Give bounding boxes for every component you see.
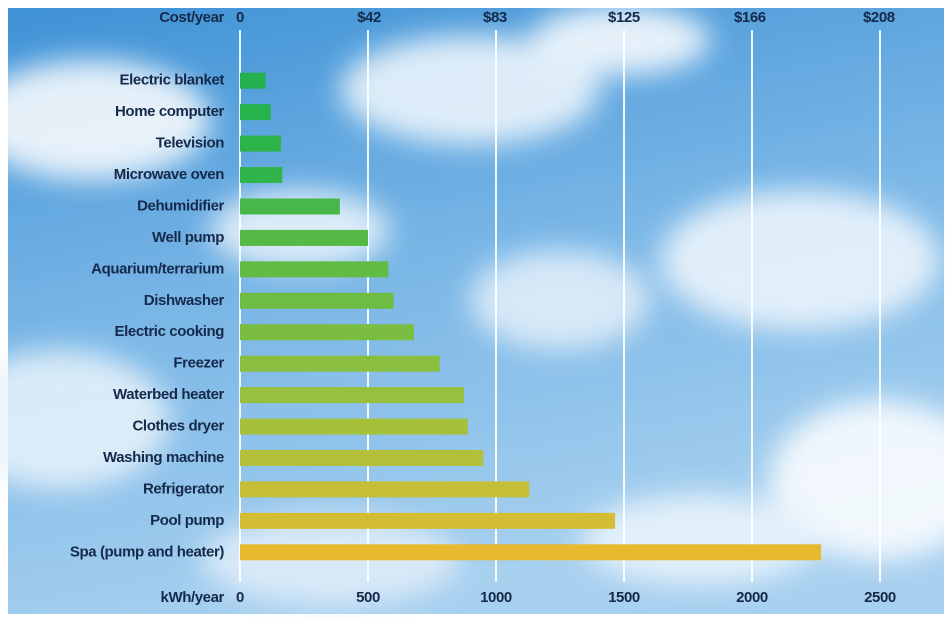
y-tick-label: Electric cooking [115,323,225,340]
y-tick-label: Clothes dryer [133,418,225,435]
x-tick-label: 1000 [480,589,512,606]
x-tick-label: 2500 [864,589,896,606]
bar [240,72,266,89]
bar [240,167,283,184]
y-tick-label: Television [156,135,224,152]
x2-axis-title: Cost/year [159,9,224,26]
bar [240,104,271,121]
y-tick-label: Waterbed heater [113,386,225,403]
bar [240,449,484,466]
y-tick-label: Microwave oven [114,166,225,183]
x-tick-label: 2000 [736,589,768,606]
x2-tick-label: 0 [236,9,244,26]
x2-tick-label: $42 [357,9,381,26]
x-axis-title: kWh/year [161,589,225,606]
y-tick-label: Pool pump [150,512,224,529]
y-tick-label: Spa (pump and heater) [70,543,225,560]
y-tick-label: Electric blanket [120,72,225,89]
y-tick-label: Dishwasher [144,292,225,309]
x2-tick-label: $83 [483,9,507,26]
bar [240,135,281,152]
y-tick-label: Freezer [173,355,224,372]
bar [240,481,530,498]
x-tick-label: 0 [236,589,244,606]
bar [240,229,368,246]
x2-tick-label: $125 [608,9,640,26]
y-tick-label: Aquarium/terrarium [91,260,224,277]
bar [240,355,440,372]
bar [240,544,822,561]
y-tick-label: Dehumidifier [137,197,224,214]
x-tick-label: 1500 [608,589,640,606]
bar [240,198,340,215]
bar [240,292,394,309]
bar [240,324,415,341]
bar [240,512,616,529]
y-tick-label: Well pump [152,229,224,246]
y-tick-label: Home computer [115,103,225,120]
x-tick-label: 500 [356,589,380,606]
y-tick-label: Washing machine [103,449,224,466]
x2-tick-label: $208 [863,9,895,26]
bar [240,261,389,278]
bar [240,418,468,435]
x2-tick-label: $166 [734,9,766,26]
bar [240,387,464,404]
y-tick-label: Refrigerator [143,480,225,497]
